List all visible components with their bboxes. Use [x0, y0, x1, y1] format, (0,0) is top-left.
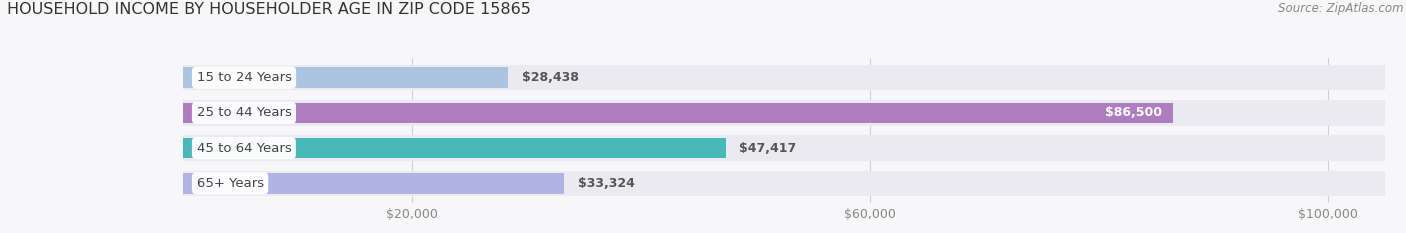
- Text: 65+ Years: 65+ Years: [197, 177, 264, 190]
- Bar: [183, 100, 1385, 126]
- Text: HOUSEHOLD INCOME BY HOUSEHOLDER AGE IN ZIP CODE 15865: HOUSEHOLD INCOME BY HOUSEHOLDER AGE IN Z…: [7, 2, 531, 17]
- Bar: [183, 135, 1385, 161]
- Text: 45 to 64 Years: 45 to 64 Years: [197, 142, 291, 155]
- Text: 25 to 44 Years: 25 to 44 Years: [197, 106, 291, 119]
- Text: $33,324: $33,324: [578, 177, 636, 190]
- Text: $47,417: $47,417: [740, 142, 797, 155]
- Bar: [183, 171, 1385, 196]
- Text: $28,438: $28,438: [522, 71, 579, 84]
- Bar: [183, 103, 1173, 123]
- Bar: [183, 65, 1385, 90]
- Bar: [183, 138, 725, 158]
- Text: Source: ZipAtlas.com: Source: ZipAtlas.com: [1278, 2, 1403, 15]
- Text: 15 to 24 Years: 15 to 24 Years: [197, 71, 291, 84]
- Text: $86,500: $86,500: [1105, 106, 1161, 119]
- Bar: [183, 67, 509, 88]
- Bar: [183, 173, 564, 194]
